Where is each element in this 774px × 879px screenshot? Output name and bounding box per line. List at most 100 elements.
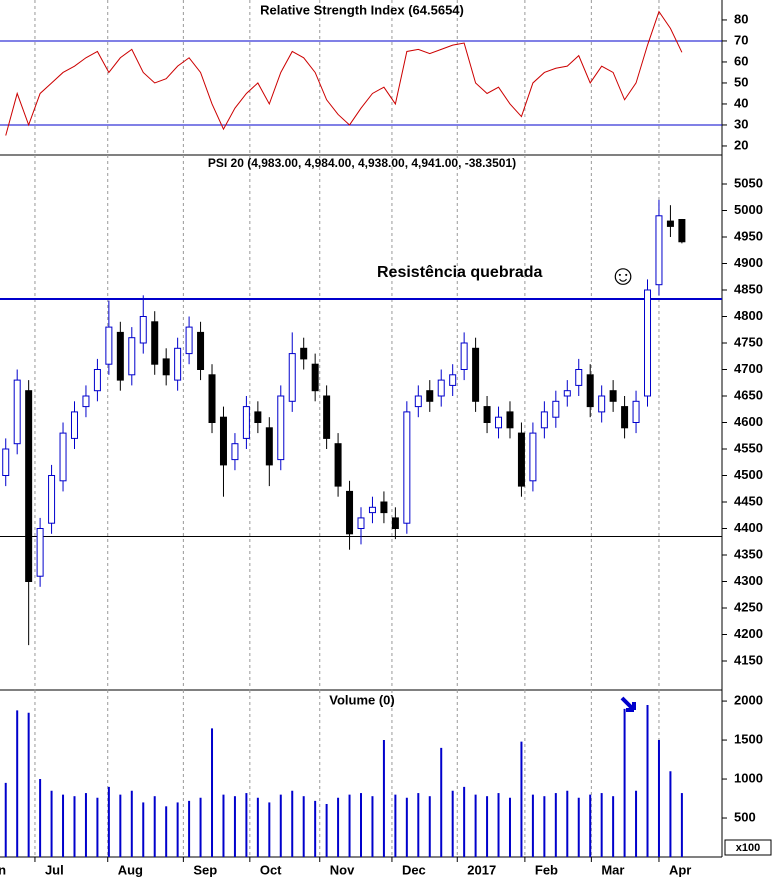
- y-tick-label: 4150: [734, 652, 763, 667]
- candle-body: [174, 347, 182, 381]
- x-tick-label: Aug: [118, 862, 143, 877]
- candle-body: [678, 219, 686, 243]
- unit-box: [724, 839, 772, 856]
- candle-body: [2, 448, 10, 477]
- y-tick-label: 5000: [734, 202, 763, 217]
- candle-body: [495, 416, 503, 429]
- y-tick-label: 4250: [734, 599, 763, 614]
- candle-body: [598, 395, 606, 413]
- annotation: Resistência quebrada: [377, 264, 543, 281]
- candle-body: [426, 390, 434, 402]
- candle-body: [449, 374, 457, 386]
- candle-body: [288, 353, 296, 402]
- x-tick-label: 2017: [467, 862, 496, 877]
- candle-body: [277, 395, 285, 461]
- candle-body: [300, 347, 308, 360]
- candle-body: [334, 443, 342, 487]
- y-tick-label: 500: [734, 809, 756, 824]
- y-tick-label: 4650: [734, 387, 763, 402]
- y-tick-label: 4800: [734, 308, 763, 323]
- y-tick-label: 4900: [734, 255, 763, 270]
- candle-body: [540, 411, 548, 429]
- rsi-line: [5, 10, 683, 136]
- candle-body: [254, 411, 262, 424]
- y-tick-label: 4500: [734, 467, 763, 482]
- y-tick-label: 4200: [734, 626, 763, 641]
- y-tick-label: 1500: [734, 731, 763, 746]
- candle-body: [403, 411, 411, 524]
- panel-title: Relative Strength Index (64.5654): [260, 2, 464, 17]
- y-tick-label: 4750: [734, 334, 763, 349]
- candle-body: [151, 321, 159, 365]
- y-tick-label: 4950: [734, 228, 763, 243]
- candle-body: [25, 390, 33, 583]
- panel-title: Volume (0): [329, 692, 395, 707]
- candle-body: [586, 374, 594, 408]
- candle-body: [265, 427, 273, 466]
- candle-body: [162, 358, 170, 376]
- y-tick-label: 4600: [734, 414, 763, 429]
- candle-body: [644, 289, 652, 397]
- y-tick-label: 4400: [734, 520, 763, 535]
- candle-body: [128, 337, 136, 376]
- panel-title: PSI 20 (4,983.00, 4,984.00, 4,938.00, 4,…: [208, 156, 516, 170]
- y-tick-label: 4300: [734, 573, 763, 588]
- arrow: [620, 696, 636, 712]
- candle-body: [242, 406, 250, 439]
- candle-body: [59, 432, 67, 482]
- x-tick-label: Jun: [0, 862, 6, 877]
- candle-body: [552, 400, 560, 418]
- y-tick-label: 80: [734, 11, 748, 26]
- y-tick-label: 4450: [734, 493, 763, 508]
- candle-body: [529, 432, 537, 482]
- candle-body: [483, 406, 491, 423]
- y-tick-label: 40: [734, 95, 748, 110]
- candle-body: [563, 390, 571, 397]
- x-tick-label: Apr: [669, 862, 691, 877]
- candle-body: [231, 443, 239, 461]
- candle-body: [311, 363, 319, 392]
- x-tick-label: Nov: [330, 862, 355, 877]
- candle-body: [472, 347, 480, 402]
- y-tick-label: 4850: [734, 281, 763, 296]
- candle-body: [346, 490, 354, 535]
- candle-body: [197, 331, 205, 370]
- y-tick-label: 70: [734, 32, 748, 47]
- y-tick-label: 5050: [734, 175, 763, 190]
- candle-body: [632, 400, 640, 423]
- candle-body: [116, 331, 124, 381]
- candle-body: [437, 379, 445, 397]
- candle-body: [380, 501, 388, 514]
- x-tick-label: Jul: [45, 862, 64, 877]
- x-tick-label: Feb: [535, 862, 558, 877]
- candle-body: [517, 432, 525, 487]
- candle-body: [391, 517, 399, 530]
- y-tick-label: 4350: [734, 546, 763, 561]
- y-tick-label: 30: [734, 116, 748, 131]
- candle-body: [655, 215, 663, 286]
- candle-body: [460, 342, 468, 370]
- candle-body: [13, 379, 21, 445]
- y-tick-label: 4700: [734, 361, 763, 376]
- candle-body: [506, 411, 514, 429]
- y-tick-label: 50: [734, 74, 748, 89]
- candle-body: [666, 220, 674, 227]
- y-tick-label: 4550: [734, 440, 763, 455]
- candle-body: [219, 416, 227, 466]
- y-tick-label: 20: [734, 137, 748, 152]
- candle-body: [621, 406, 629, 429]
- y-tick-label: 60: [734, 53, 748, 68]
- candle-body: [105, 326, 113, 365]
- x-tick-label: Sep: [193, 862, 217, 877]
- x-tick-label: Oct: [260, 862, 282, 877]
- candle-body: [185, 326, 193, 355]
- candle-body: [323, 395, 331, 439]
- annotation: ☺: [609, 259, 638, 290]
- candle-body: [368, 506, 376, 514]
- y-tick-label: 2000: [734, 693, 763, 708]
- candle-body: [357, 517, 365, 530]
- candle-body: [48, 475, 56, 524]
- candle-body: [70, 411, 78, 439]
